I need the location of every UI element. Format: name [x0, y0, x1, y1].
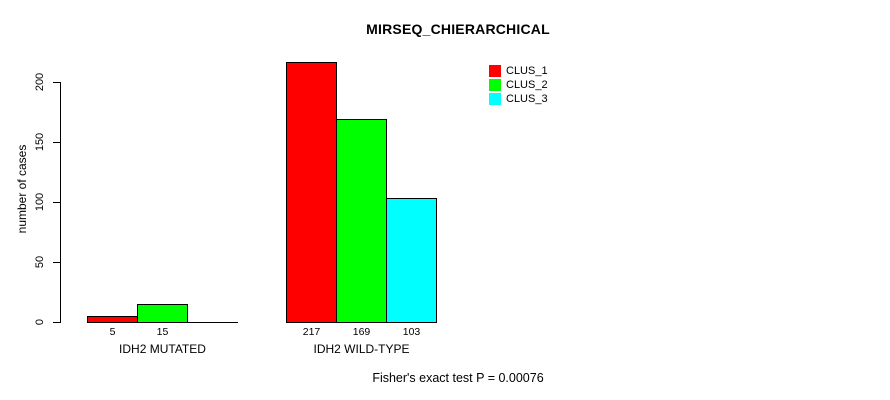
legend-label-clus_1: CLUS_1	[506, 65, 548, 77]
legend-item-clus_2: CLUS_2	[489, 78, 548, 92]
bar-value-label: 5	[109, 326, 116, 338]
legend-item-clus_1: CLUS_1	[489, 64, 548, 78]
legend-item-clus_3: CLUS_3	[489, 92, 548, 106]
y-axis-title: number of cases	[15, 144, 29, 234]
bar-value-label: 217	[302, 326, 321, 338]
y-tick-mark	[53, 82, 61, 83]
legend-swatch-clus_2	[489, 79, 501, 91]
y-tick-mark	[53, 322, 61, 323]
legend-swatch-clus_3	[489, 93, 501, 105]
bar-clus_3-idh2-mutated	[187, 322, 238, 323]
legend-swatch-clus_1	[489, 65, 501, 77]
bar-clus_2-idh2-wild-type	[336, 119, 387, 323]
bar-clus_3-idh2-wild-type	[386, 198, 437, 323]
y-tick-label: 100	[34, 192, 46, 212]
legend: CLUS_1 CLUS_2 CLUS_3	[489, 64, 548, 106]
y-tick-mark	[53, 262, 61, 263]
y-tick-label: 0	[34, 318, 46, 326]
y-tick-label: 50	[34, 255, 46, 269]
legend-label-clus_3: CLUS_3	[506, 93, 548, 105]
bar-clus_1-idh2-mutated	[87, 316, 138, 323]
bar-clus_1-idh2-wild-type	[286, 62, 337, 323]
y-tick-mark	[53, 202, 61, 203]
bar-value-label: 15	[156, 326, 169, 338]
y-tick-label: 150	[34, 132, 46, 152]
y-tick-mark	[53, 142, 61, 143]
group-label-idh2-wild-type: IDH2 WILD-TYPE	[313, 342, 410, 356]
y-tick-label: 200	[34, 72, 46, 92]
chart-title: MIRSEQ_CHIERARCHICAL	[366, 21, 550, 37]
bar-clus_2-idh2-mutated	[137, 304, 188, 323]
bar-value-label: 103	[402, 326, 421, 338]
fisher-test-annotation: Fisher's exact test P = 0.00076	[372, 371, 544, 385]
group-label-idh2-mutated: IDH2 MUTATED	[119, 342, 206, 356]
bar-value-label: 169	[352, 326, 371, 338]
legend-label-clus_2: CLUS_2	[506, 79, 548, 91]
